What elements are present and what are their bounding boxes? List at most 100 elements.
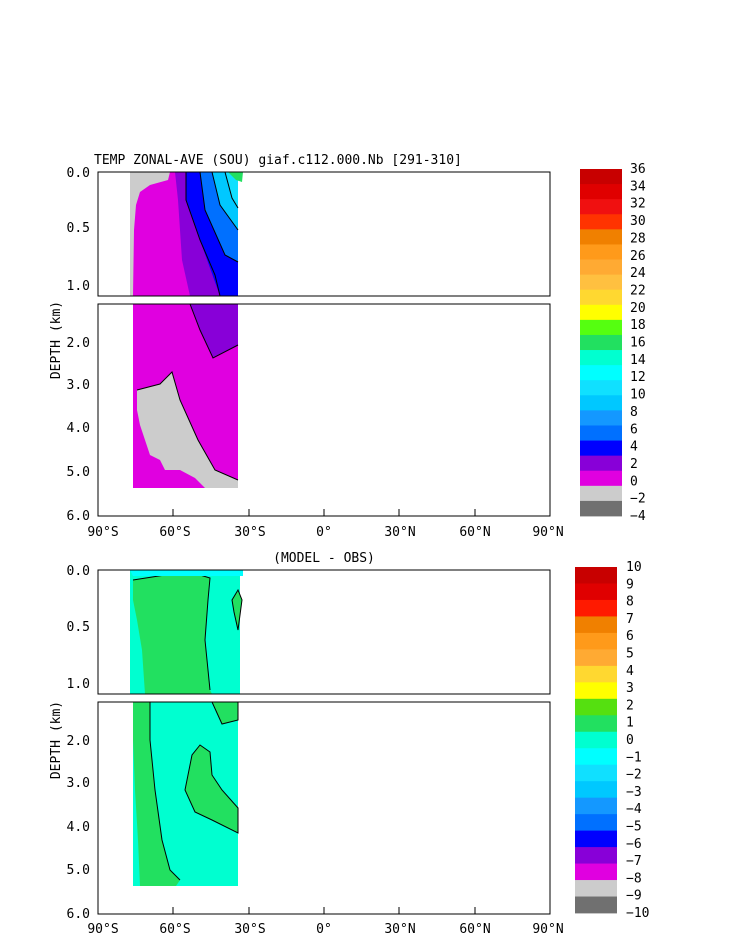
temp-xtick-0: 90°S bbox=[87, 525, 118, 540]
diff-xtick-5: 60°N bbox=[459, 922, 490, 937]
temp-colorbar-swatch bbox=[580, 169, 622, 185]
temp-lower-fills bbox=[133, 303, 239, 488]
temp-contour-2 bbox=[199, 171, 239, 263]
diff-fill-cyan-top bbox=[130, 570, 243, 576]
temp-colorbar-swatch bbox=[580, 500, 622, 517]
diff-colorbar-swatch bbox=[575, 896, 617, 914]
temp-colorbar-swatch bbox=[580, 425, 622, 441]
diff-fill-green-deep-mid bbox=[184, 744, 239, 834]
temp-colorbar-swatch bbox=[580, 410, 622, 426]
temp-colorbar-swatch bbox=[580, 199, 622, 215]
temp-contour-5 bbox=[136, 371, 239, 481]
temp-colorbar-label: 8 bbox=[630, 405, 638, 420]
diff-colorbar-swatch bbox=[575, 632, 617, 650]
temp-colorbar-label: 10 bbox=[630, 388, 646, 403]
temp-ylabel: DEPTH (km) bbox=[49, 301, 64, 379]
diff-colorbar-label: 4 bbox=[626, 664, 634, 679]
diff-colorbar-label: 7 bbox=[626, 612, 634, 627]
temp-colorbar-swatch bbox=[580, 334, 622, 351]
diff-colorbar-label: −4 bbox=[626, 802, 642, 817]
diff-fill-green bbox=[133, 572, 212, 694]
diff-colorbar-label: 5 bbox=[626, 647, 634, 662]
temp-colorbar-swatch bbox=[580, 485, 622, 502]
diff-colorbar-label: 8 bbox=[626, 595, 634, 610]
diff-colorbar-label: −3 bbox=[626, 785, 642, 800]
temp-colorbar-swatch bbox=[580, 214, 622, 230]
diff-xtick-2: 30°S bbox=[234, 922, 265, 937]
diff-ytick-2: 1.0 bbox=[67, 677, 90, 692]
temp-colorbar-swatch bbox=[580, 470, 622, 487]
diff-colorbar-label: 0 bbox=[626, 733, 634, 748]
diff-colorbar-swatch bbox=[575, 764, 617, 782]
diff-colorbar-label: 2 bbox=[626, 698, 634, 713]
temp-colorbar-swatch bbox=[580, 440, 622, 457]
temp-colorbar-label: 14 bbox=[630, 353, 646, 368]
temp-colorbar-swatch bbox=[580, 395, 622, 411]
temp-upper-frame bbox=[97, 171, 551, 297]
temp-colorbar-swatch bbox=[580, 184, 622, 200]
temp-ytick-5: 4.0 bbox=[67, 421, 90, 436]
temp-contour-1 bbox=[185, 172, 221, 297]
temp-colorbar-label: −2 bbox=[630, 492, 646, 507]
diff-fill-green-small bbox=[231, 588, 243, 631]
diff-colorbar-swatch bbox=[575, 748, 617, 766]
temp-fill-gray-cap bbox=[130, 172, 170, 296]
diff-colorbar-label: 1 bbox=[626, 716, 634, 731]
diff-colorbar-label: −5 bbox=[626, 820, 642, 835]
temp-colorbar-swatch bbox=[580, 244, 622, 260]
temp-xtick-4: 30°N bbox=[384, 525, 415, 540]
diff-colorbar-swatch bbox=[575, 847, 617, 864]
diff-contour-2 bbox=[149, 702, 181, 881]
temp-xtick-2: 30°S bbox=[234, 525, 265, 540]
diff-colorbar-label: 6 bbox=[626, 629, 634, 644]
temp-colorbar-label: 24 bbox=[630, 266, 646, 281]
temp-colorbar-label: 6 bbox=[630, 422, 638, 437]
diff-fill-green-deep-left bbox=[133, 702, 180, 886]
temp-fill-cyan bbox=[225, 172, 238, 208]
diff-colorbar-swatch bbox=[575, 665, 617, 683]
temp-ytick-2: 1.0 bbox=[67, 279, 90, 294]
temp-xtick-1: 60°S bbox=[159, 525, 190, 540]
temp-ytick-6: 5.0 bbox=[67, 465, 90, 480]
temp-contour-6 bbox=[189, 303, 239, 359]
temp-colorbar-swatch bbox=[580, 304, 622, 321]
temp-colorbar-swatch bbox=[580, 455, 622, 472]
diff-ytick-3: 2.0 bbox=[67, 734, 90, 749]
temp-panel: TEMP ZONAL-AVE (SOU) giaf.c112.000.Nb [2… bbox=[49, 153, 646, 540]
temp-fill-light-blue bbox=[212, 172, 238, 230]
temp-colorbar-label: 22 bbox=[630, 283, 646, 298]
diff-colorbar-swatch bbox=[575, 814, 617, 832]
temp-colorbar-label: 2 bbox=[630, 457, 638, 472]
diff-colorbar-swatch bbox=[575, 616, 617, 634]
temp-contour-4 bbox=[224, 171, 239, 209]
temp-xtick-3: 0° bbox=[316, 525, 332, 540]
temp-colorbar-label: 18 bbox=[630, 318, 646, 333]
diff-panel: (MODEL - OBS) 0.0 0.5 1.0 2.0 3.0 4.0 5.… bbox=[49, 551, 649, 937]
temp-colorbar-swatch bbox=[580, 350, 622, 366]
diff-ytick-5: 4.0 bbox=[67, 820, 90, 835]
diff-upper-fills bbox=[130, 570, 243, 694]
diff-colorbar-swatch bbox=[575, 682, 617, 700]
diff-xtick-1: 60°S bbox=[159, 922, 190, 937]
diff-ylabel: DEPTH (km) bbox=[49, 701, 64, 779]
temp-colorbar-label: −4 bbox=[630, 509, 646, 524]
temp-colorbar-label: 32 bbox=[630, 197, 646, 212]
temp-colorbar-label: 30 bbox=[630, 214, 646, 229]
diff-ytick-0: 0.0 bbox=[67, 564, 90, 579]
temp-xtick-5: 60°N bbox=[459, 525, 490, 540]
temp-colorbar-swatch bbox=[580, 365, 622, 381]
diff-xtick-6: 90°N bbox=[532, 922, 563, 937]
diff-colorbar-label: −7 bbox=[626, 854, 642, 869]
temp-ytick-1: 0.5 bbox=[67, 221, 90, 236]
temp-colorbar-label: 12 bbox=[630, 370, 646, 385]
diff-ytick-1: 0.5 bbox=[67, 620, 90, 635]
diff-colorbar-label: −9 bbox=[626, 889, 642, 904]
diff-colorbar-label: −8 bbox=[626, 871, 642, 886]
temp-xtick-6: 90°N bbox=[532, 525, 563, 540]
temp-fill-green bbox=[228, 172, 243, 182]
temp-fill-purple-deep bbox=[190, 304, 238, 358]
diff-upper-frame bbox=[97, 569, 551, 695]
diff-colorbar-swatch bbox=[575, 731, 617, 749]
diff-colorbar-swatch bbox=[575, 830, 617, 848]
